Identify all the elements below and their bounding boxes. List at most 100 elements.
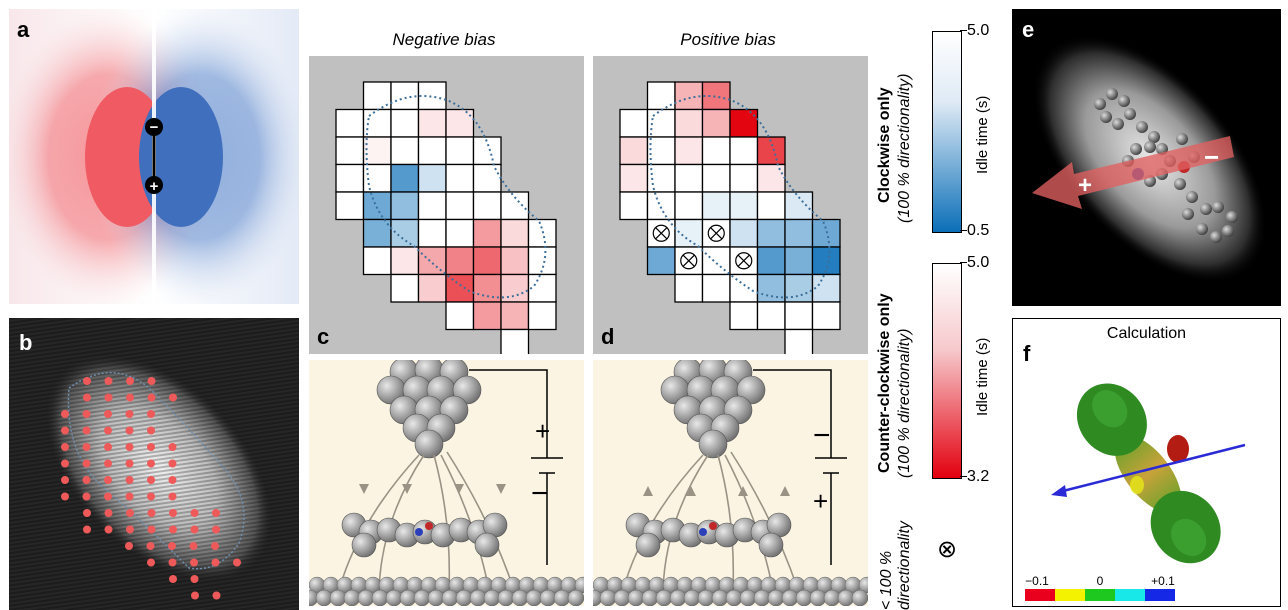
grid-cell (362, 246, 392, 276)
atom (1174, 178, 1186, 190)
grid-cell (417, 163, 447, 193)
scale-swatch (1025, 589, 1055, 601)
crossed-circle-icon (652, 224, 670, 242)
tip-atom (736, 375, 766, 405)
grid-cell (362, 191, 392, 221)
grid-cell (646, 246, 676, 276)
surface-atom (753, 589, 771, 606)
surface-atom (669, 589, 687, 606)
measurement-dot (169, 509, 177, 517)
measurement-dot (169, 525, 177, 534)
dipole-arrow-icon (1032, 136, 1234, 209)
surface-atom (455, 589, 473, 606)
measurement-dot (191, 591, 199, 600)
grid-cell (417, 191, 447, 221)
measurement-dot (125, 542, 133, 550)
grid-cell (390, 273, 420, 303)
surface-atom (385, 589, 403, 606)
measurement-dot (211, 558, 220, 567)
grid-cell (335, 163, 365, 193)
tip-atom (452, 375, 482, 405)
grid-cell (729, 163, 759, 193)
measurement-dot (104, 393, 113, 402)
counter-max: 5.0 (967, 254, 990, 271)
grid-cell (445, 108, 475, 138)
measurement-dot (82, 410, 91, 418)
grid-cell (472, 273, 502, 303)
grid-cell (729, 136, 759, 166)
measurement-dot (104, 525, 113, 534)
measurement-dot (169, 393, 177, 402)
measurement-dot (82, 459, 91, 468)
grid-cell (445, 163, 475, 193)
measurement-dot (104, 377, 113, 385)
panel-b: b (9, 318, 299, 610)
field-line (440, 454, 490, 591)
measurement-dot (147, 492, 155, 501)
grid-cell (417, 108, 447, 138)
measurement-dot (104, 410, 112, 418)
tip-molecule-schematic-negative: + − (309, 360, 584, 606)
measurement-dot (83, 393, 91, 402)
grid-cell (390, 163, 420, 193)
field-arrow-icon (738, 486, 748, 496)
grid-cell (784, 301, 814, 331)
surface-atom (441, 589, 459, 606)
measurement-dot (125, 426, 134, 435)
field-arrow-icon (643, 486, 653, 496)
plus-sign: + (150, 178, 159, 195)
grid-cell (811, 301, 841, 331)
surface-atom (767, 589, 785, 606)
grid-cell (527, 246, 557, 276)
grid-cell (500, 246, 530, 276)
molecule-atom (635, 532, 661, 558)
grid-cell (729, 273, 759, 303)
grid-cell (472, 191, 502, 221)
schematic-negative: + − (309, 360, 584, 606)
grid-cell (646, 136, 676, 166)
scale-tick-label: −0.1 (1025, 574, 1049, 588)
measurement-dot (82, 492, 91, 501)
measurement-dot (168, 476, 177, 484)
grid-cell (472, 163, 502, 193)
measurement-dot (168, 443, 177, 451)
scale-tick-label: 0 (1097, 574, 1104, 588)
measurement-dot (125, 492, 134, 501)
grid-cell (784, 191, 814, 221)
grid-cell (756, 301, 786, 331)
grid-cell (619, 191, 649, 221)
surface-atom (497, 589, 515, 606)
crossed-circle-icon (735, 252, 753, 270)
measurement-dot (190, 558, 198, 567)
measurement-dot (61, 426, 69, 435)
grid-cell (335, 108, 365, 138)
panel-label-c: c (317, 324, 330, 349)
measurement-dot (146, 542, 155, 550)
scale-swatch (1055, 589, 1085, 601)
panel-a: − + a (9, 9, 299, 304)
grid-cell (619, 108, 649, 138)
measurement-dot (125, 410, 134, 418)
idle-time-map-positive (619, 81, 841, 354)
field-line (433, 454, 451, 591)
dipole-arrow-calc (1058, 443, 1246, 494)
panel-label-a: a (17, 17, 30, 42)
measurement-dot (104, 492, 112, 501)
surface-atom (343, 589, 361, 606)
surface-atom (683, 589, 701, 606)
color-scale: −0.1 0 +0.1 (1025, 574, 1175, 601)
scale-swatch (1145, 589, 1175, 601)
panel-label-f: f (1023, 341, 1031, 366)
measurement-dot (126, 377, 134, 385)
measurement-dot (83, 509, 91, 517)
minus-sign: − (150, 119, 159, 136)
measurement-dot (147, 393, 156, 402)
surface-atom (399, 589, 417, 606)
less-than-line1: < 100 % (878, 550, 895, 610)
dipole-field-map: − + (9, 9, 299, 304)
surface-atom (837, 589, 855, 606)
surface-atom (809, 589, 827, 606)
molecule-atom (758, 532, 784, 558)
measurement-dot (83, 377, 91, 385)
measurement-dot (189, 542, 198, 550)
